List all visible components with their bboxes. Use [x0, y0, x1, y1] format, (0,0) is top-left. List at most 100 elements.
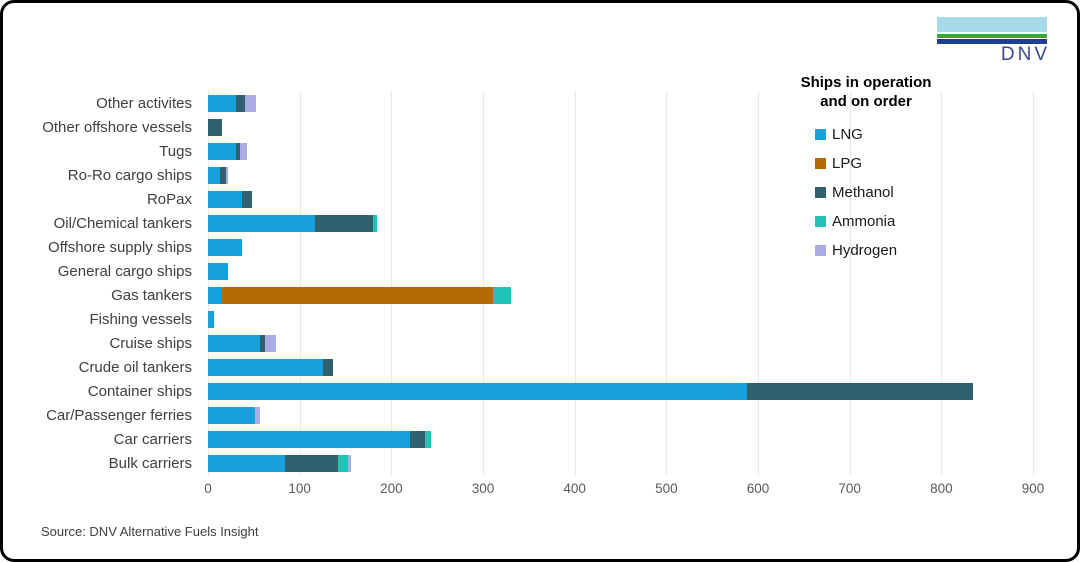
gridline-600 [758, 91, 759, 475]
category-label: Offshore supply ships [48, 238, 192, 256]
bar-row [208, 115, 1041, 139]
legend-item-hydrogen: Hydrogen [815, 236, 954, 265]
legend-swatch-lpg [815, 158, 826, 169]
bar-segment-ammonia [373, 214, 377, 232]
category-label: Car/Passenger ferries [46, 406, 192, 424]
category-label: General cargo ships [57, 262, 192, 280]
x-tick-label-300: 300 [471, 481, 495, 496]
x-tick-label-900: 900 [1021, 481, 1045, 496]
legend-label: LPG [832, 155, 863, 172]
bar-segment-lng [208, 310, 215, 328]
bar-segment-lng [208, 358, 323, 376]
x-tick-label-600: 600 [746, 481, 770, 496]
dnv-logo-green-stripe [937, 34, 1047, 38]
bar-segment-lng [208, 286, 222, 304]
dnv-logo-lightblue-band [937, 17, 1047, 32]
legend-swatch-hydrogen [815, 245, 826, 256]
legend-title-line1: Ships in operation [800, 74, 932, 91]
x-axis: 0 100 200 300 400 500 600 700 800 900 [204, 481, 1044, 499]
bar-segment-methanol [241, 190, 252, 208]
plot-area [208, 91, 1041, 475]
bar-segment-lpg [221, 286, 494, 304]
bar-segment-methanol [260, 334, 265, 352]
category-axis: Other activites Other offshore vessels Tug… [3, 91, 200, 475]
x-tick-label-500: 500 [655, 481, 678, 496]
legend-item-methanol: Methanol [815, 178, 954, 207]
bars-layer [208, 91, 1041, 475]
gridline-500 [666, 91, 668, 475]
x-tick-label-200: 200 [380, 481, 403, 496]
legend-item-lng: LNG [815, 120, 954, 149]
bar-segment-methanol [219, 166, 227, 184]
bar-segment-lng [208, 406, 255, 424]
bar-row [208, 307, 1041, 331]
x-tick-label-700: 700 [838, 481, 861, 496]
bar-row [208, 451, 1041, 475]
category-label: RoPax [146, 190, 192, 208]
bar-segment-lng [208, 166, 220, 184]
category-label: Cruise ships [109, 334, 192, 352]
bar-segment-lng [208, 94, 237, 112]
bar-segment-ammonia [338, 454, 349, 472]
bar-row [208, 187, 1041, 211]
bar-row [208, 91, 1041, 115]
gridline-900 [1033, 91, 1034, 475]
category-label: Other offshore vessels [42, 118, 192, 136]
bar-segment-lng [208, 382, 747, 400]
dnv-logo: DNV [937, 17, 1047, 65]
x-tick-label-0: 0 [204, 481, 212, 496]
bar-row [208, 139, 1041, 163]
bar-segment-lng [208, 430, 410, 448]
dnv-logo-text: DNV [1000, 44, 1050, 65]
bar-row [208, 259, 1041, 283]
legend-label: Methanol [832, 184, 894, 201]
bar-segment-hydrogen [348, 454, 351, 472]
bar-segment-hydrogen [244, 94, 256, 112]
gridline-700 [849, 91, 851, 475]
bar-segment-ammonia [425, 430, 431, 448]
bar-row [208, 355, 1041, 379]
bar-segment-hydrogen [254, 406, 261, 424]
bar-segment-lng [208, 214, 316, 232]
x-tick-label-100: 100 [288, 481, 311, 496]
legend-label: LNG [832, 126, 863, 143]
category-label: Oil/Chemical tankers [53, 214, 192, 232]
legend-swatch-ammonia [815, 216, 826, 227]
category-label: Bulk carriers [108, 454, 192, 472]
legend-label: Hydrogen [832, 242, 898, 259]
bar-segment-methanol [236, 142, 241, 160]
bar-segment-lng [208, 262, 229, 280]
legend-items: LNG LPG Methanol Ammonia Hydrogen [778, 120, 954, 265]
bar-segment-lng [208, 190, 242, 208]
gridline-0 [208, 91, 209, 475]
gridline-300 [483, 91, 484, 475]
legend: Ships in operation and on order LNG LPG Me… [778, 73, 954, 265]
bar-row [208, 427, 1041, 451]
legend-swatch-methanol [815, 187, 826, 198]
source-caption: Source: DNV Alternative Fuels Insight [41, 524, 259, 539]
x-tick-label-400: 400 [563, 481, 586, 496]
bar-row [208, 235, 1041, 259]
bar-segment-hydrogen [226, 166, 229, 184]
bar-row [208, 379, 1041, 403]
category-label: Container ships [87, 382, 192, 400]
legend-swatch-lng [815, 129, 826, 140]
bar-segment-methanol [322, 358, 333, 376]
category-label: Tugs [159, 142, 192, 160]
category-label: Fishing vessels [89, 310, 192, 328]
category-label: Crude oil tankers [78, 358, 192, 376]
category-label: Car carriers [113, 430, 192, 448]
x-tick-label-800: 800 [930, 481, 953, 496]
bar-segment-methanol [285, 454, 339, 472]
bar-row [208, 403, 1041, 427]
category-label: Ro-Ro cargo ships [67, 166, 192, 184]
bar-segment-lng [208, 334, 261, 352]
bar-row [208, 211, 1041, 235]
bar-segment-lng [208, 454, 285, 472]
gridline-800 [941, 91, 943, 475]
bar-row [208, 283, 1041, 307]
bar-segment-methanol [747, 382, 974, 400]
bar-row [208, 163, 1041, 187]
legend-item-ammonia: Ammonia [815, 207, 954, 236]
